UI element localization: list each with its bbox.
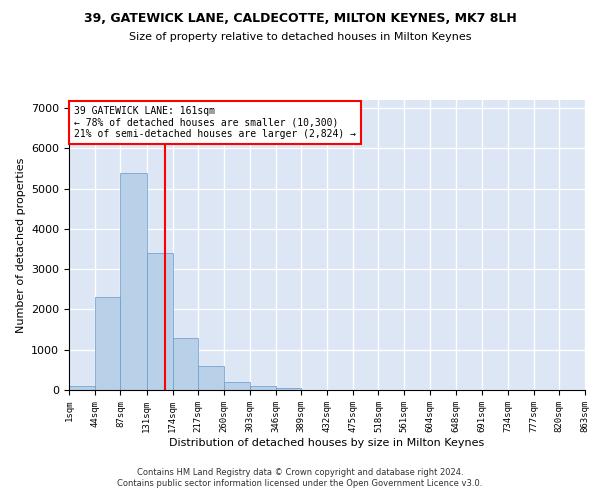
Bar (275, 388, 301, 390)
Bar (69, 386, 95, 390)
Bar (173, 338, 198, 390)
Text: Contains HM Land Registry data © Crown copyright and database right 2024.
Contai: Contains HM Land Registry data © Crown c… (118, 468, 482, 487)
Bar (224, 382, 250, 390)
Text: 39 GATEWICK LANE: 161sqm
← 78% of detached houses are smaller (10,300)
21% of se: 39 GATEWICK LANE: 161sqm ← 78% of detach… (74, 106, 356, 139)
X-axis label: Distribution of detached houses by size in Milton Keynes: Distribution of detached houses by size … (169, 438, 485, 448)
Text: 39, GATEWICK LANE, CALDECOTTE, MILTON KEYNES, MK7 8LH: 39, GATEWICK LANE, CALDECOTTE, MILTON KE… (83, 12, 517, 26)
Bar (250, 386, 275, 390)
Y-axis label: Number of detached properties: Number of detached properties (16, 158, 26, 332)
Bar (121, 172, 147, 390)
Bar (95, 298, 121, 390)
Bar (198, 366, 224, 390)
Text: Size of property relative to detached houses in Milton Keynes: Size of property relative to detached ho… (129, 32, 471, 42)
Bar (147, 253, 173, 390)
